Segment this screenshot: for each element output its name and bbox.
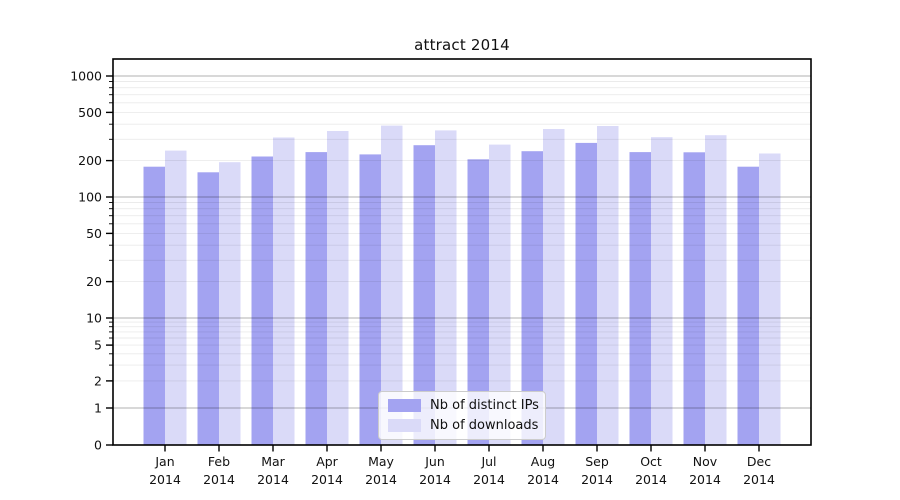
y-tick-label: 100 bbox=[78, 190, 102, 205]
x-tick-label-month: Jun bbox=[424, 454, 445, 469]
x-tick-label-month: Mar bbox=[261, 454, 285, 469]
x-tick-label-month: May bbox=[368, 454, 394, 469]
x-tick-label-year: 2014 bbox=[581, 472, 613, 487]
y-tick-label: 0 bbox=[94, 438, 102, 453]
x-tick-label-month: Feb bbox=[208, 454, 230, 469]
bar-sep-ips bbox=[575, 142, 597, 445]
x-tick-label-month: Nov bbox=[693, 454, 718, 469]
y-axis: 0 1 2 5 10 20 50 100 200 500 1000 bbox=[70, 69, 113, 453]
gridlines bbox=[113, 75, 811, 409]
bar-feb-downloads bbox=[219, 162, 241, 445]
bar-oct-downloads bbox=[651, 137, 673, 445]
legend-item-distinct-ips: Nb of distinct IPs bbox=[388, 398, 539, 413]
chart-title: attract 2014 bbox=[414, 36, 510, 54]
legend-label-distinct-ips: Nb of distinct IPs bbox=[430, 398, 539, 413]
x-tick-label-month: Aug bbox=[531, 454, 555, 469]
y-tick-label: 1000 bbox=[70, 69, 102, 84]
bar-dec-downloads bbox=[759, 153, 781, 445]
x-axis: Jan 2014 Feb 2014 Mar 2014 Apr 2014 May 2014 Jun 20… bbox=[149, 445, 775, 487]
bar-nov-ips bbox=[683, 152, 705, 446]
bar-jan-downloads bbox=[165, 150, 187, 445]
bar-dec-ips bbox=[737, 166, 759, 445]
x-tick-label-year: 2014 bbox=[635, 472, 667, 487]
bar-jun-downloads bbox=[435, 130, 457, 445]
x-tick-label-month: Jul bbox=[480, 454, 496, 469]
bar-jul-downloads bbox=[489, 144, 511, 445]
y-tick-label: 50 bbox=[86, 226, 102, 241]
x-tick-label-year: 2014 bbox=[473, 472, 505, 487]
x-tick-label-month: Dec bbox=[747, 454, 771, 469]
x-tick-label-month: Sep bbox=[585, 454, 609, 469]
bar-jun-ips bbox=[413, 145, 435, 445]
y-tick-label: 2 bbox=[94, 373, 102, 388]
bar-may-downloads bbox=[381, 125, 403, 445]
legend: Nb of distinct IPs Nb of downloads bbox=[378, 391, 546, 440]
legend-label-downloads: Nb of downloads bbox=[430, 418, 539, 433]
plot-border bbox=[112, 58, 812, 446]
bar-aug-downloads bbox=[543, 129, 565, 445]
x-tick-label-year: 2014 bbox=[203, 472, 235, 487]
bar-may-ips bbox=[359, 154, 381, 445]
bar-mar-downloads bbox=[273, 137, 295, 445]
y-tick-label: 10 bbox=[86, 311, 102, 326]
y-tick-label: 500 bbox=[78, 105, 102, 120]
y-tick-label: 1 bbox=[94, 401, 102, 416]
y-tick-label: 5 bbox=[94, 338, 102, 353]
x-tick-label-year: 2014 bbox=[149, 472, 181, 487]
x-tick-label-year: 2014 bbox=[419, 472, 451, 487]
bar-aug-ips bbox=[521, 151, 543, 445]
y-tick-label: 20 bbox=[86, 274, 102, 289]
bar-apr-ips bbox=[305, 152, 327, 445]
bars-distinct-ips bbox=[143, 142, 759, 446]
legend-swatch-downloads bbox=[388, 419, 421, 432]
x-tick-label-year: 2014 bbox=[527, 472, 559, 487]
x-tick-label-month: Oct bbox=[640, 454, 662, 469]
x-tick-label-year: 2014 bbox=[311, 472, 343, 487]
bar-jul-ips bbox=[467, 159, 489, 446]
legend-item-downloads: Nb of downloads bbox=[388, 418, 539, 433]
bars-downloads bbox=[165, 125, 781, 445]
y-tick-label: 200 bbox=[78, 153, 102, 168]
x-tick-label-year: 2014 bbox=[743, 472, 775, 487]
x-tick-label-year: 2014 bbox=[257, 472, 289, 487]
bar-feb-ips bbox=[197, 172, 219, 446]
x-tick-label-year: 2014 bbox=[689, 472, 721, 487]
x-tick-label-year: 2014 bbox=[365, 472, 397, 487]
x-tick-label-month: Apr bbox=[316, 454, 338, 469]
bar-apr-downloads bbox=[327, 131, 349, 445]
bar-jan-ips bbox=[143, 166, 165, 445]
bar-sep-downloads bbox=[597, 126, 619, 445]
bar-oct-ips bbox=[629, 152, 651, 445]
bar-nov-downloads bbox=[705, 135, 727, 445]
bar-mar-ips bbox=[251, 156, 273, 445]
legend-swatch-distinct-ips bbox=[388, 399, 421, 412]
x-tick-label-month: Jan bbox=[154, 454, 174, 469]
